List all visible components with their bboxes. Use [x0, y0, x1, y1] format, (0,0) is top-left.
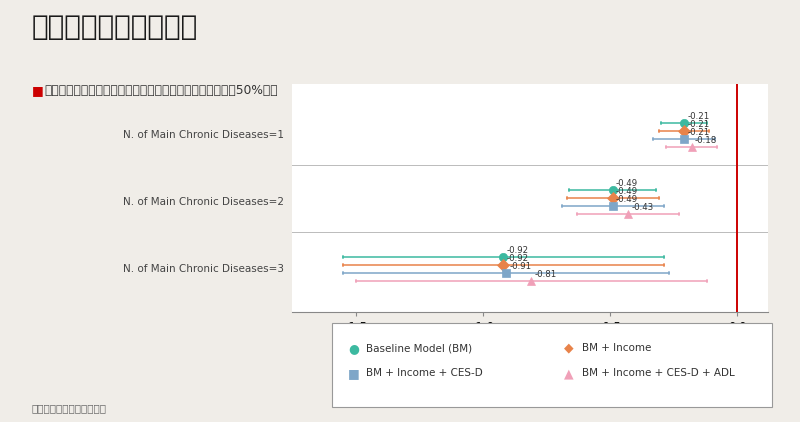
X-axis label: Coefficients & 95% CIs: Coefficients & 95% CIs: [463, 340, 597, 353]
Text: N. of Main Chronic Diseases=1: N. of Main Chronic Diseases=1: [123, 130, 284, 140]
Text: -0.21: -0.21: [687, 112, 710, 121]
Text: 製薬協メディアフォーラム: 製薬協メディアフォーラム: [32, 403, 107, 414]
Text: -0.92: -0.92: [506, 246, 529, 255]
Text: -0.43: -0.43: [631, 203, 654, 212]
Text: -0.81: -0.81: [534, 271, 557, 279]
Text: ◆: ◆: [564, 342, 574, 354]
Text: -0.21: -0.21: [687, 120, 710, 129]
Text: BM + Income: BM + Income: [582, 343, 651, 353]
Text: -0.91: -0.91: [509, 262, 531, 271]
Text: N. of Main Chronic Diseases=2: N. of Main Chronic Diseases=2: [123, 197, 284, 207]
Text: -0.49: -0.49: [616, 179, 638, 188]
Text: -0.49: -0.49: [616, 195, 638, 204]
Text: -0.18: -0.18: [695, 136, 717, 146]
Text: -0.49: -0.49: [616, 187, 638, 196]
Text: ■: ■: [348, 367, 360, 380]
Text: ▲: ▲: [564, 367, 574, 380]
Text: Baseline Model (BM): Baseline Model (BM): [366, 343, 472, 353]
Text: -0.21: -0.21: [687, 128, 710, 137]
Text: N. of Main Chronic Diseases=3: N. of Main Chronic Diseases=3: [123, 264, 284, 274]
Text: -0.92: -0.92: [506, 254, 529, 263]
Text: ２つの慢性疾患罹患群では疾患のない群と比較して消費が50%低下: ２つの慢性疾患罹患群では疾患のない群と比較して消費が50%低下: [44, 84, 278, 97]
Text: ■: ■: [32, 84, 44, 97]
Text: 慢性疾患の数別の影響: 慢性疾患の数別の影響: [32, 13, 198, 41]
Text: ●: ●: [348, 342, 359, 354]
Text: BM + Income + CES-D + ADL: BM + Income + CES-D + ADL: [582, 368, 734, 379]
Text: BM + Income + CES-D: BM + Income + CES-D: [366, 368, 482, 379]
